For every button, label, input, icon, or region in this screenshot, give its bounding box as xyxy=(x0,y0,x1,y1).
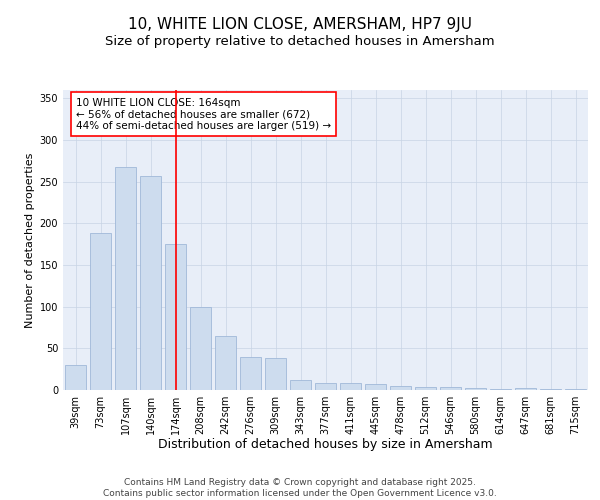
X-axis label: Distribution of detached houses by size in Amersham: Distribution of detached houses by size … xyxy=(158,438,493,452)
Bar xyxy=(265,358,286,390)
Bar xyxy=(215,336,236,390)
Bar xyxy=(140,176,161,390)
Y-axis label: Number of detached properties: Number of detached properties xyxy=(25,152,35,328)
Bar xyxy=(465,388,486,390)
Bar xyxy=(515,388,536,390)
Text: Contains HM Land Registry data © Crown copyright and database right 2025.
Contai: Contains HM Land Registry data © Crown c… xyxy=(103,478,497,498)
Bar xyxy=(240,356,261,390)
Bar xyxy=(565,389,586,390)
Bar xyxy=(315,382,336,390)
Bar xyxy=(190,306,211,390)
Bar xyxy=(340,384,361,390)
Text: 10 WHITE LION CLOSE: 164sqm
← 56% of detached houses are smaller (672)
44% of se: 10 WHITE LION CLOSE: 164sqm ← 56% of det… xyxy=(76,98,331,130)
Bar xyxy=(165,244,186,390)
Bar xyxy=(115,166,136,390)
Bar xyxy=(365,384,386,390)
Bar xyxy=(440,386,461,390)
Bar xyxy=(290,380,311,390)
Bar xyxy=(490,389,511,390)
Text: 10, WHITE LION CLOSE, AMERSHAM, HP7 9JU: 10, WHITE LION CLOSE, AMERSHAM, HP7 9JU xyxy=(128,18,472,32)
Bar xyxy=(390,386,411,390)
Bar xyxy=(90,234,111,390)
Bar xyxy=(65,365,86,390)
Bar xyxy=(540,389,561,390)
Text: Size of property relative to detached houses in Amersham: Size of property relative to detached ho… xyxy=(105,35,495,48)
Bar xyxy=(415,386,436,390)
